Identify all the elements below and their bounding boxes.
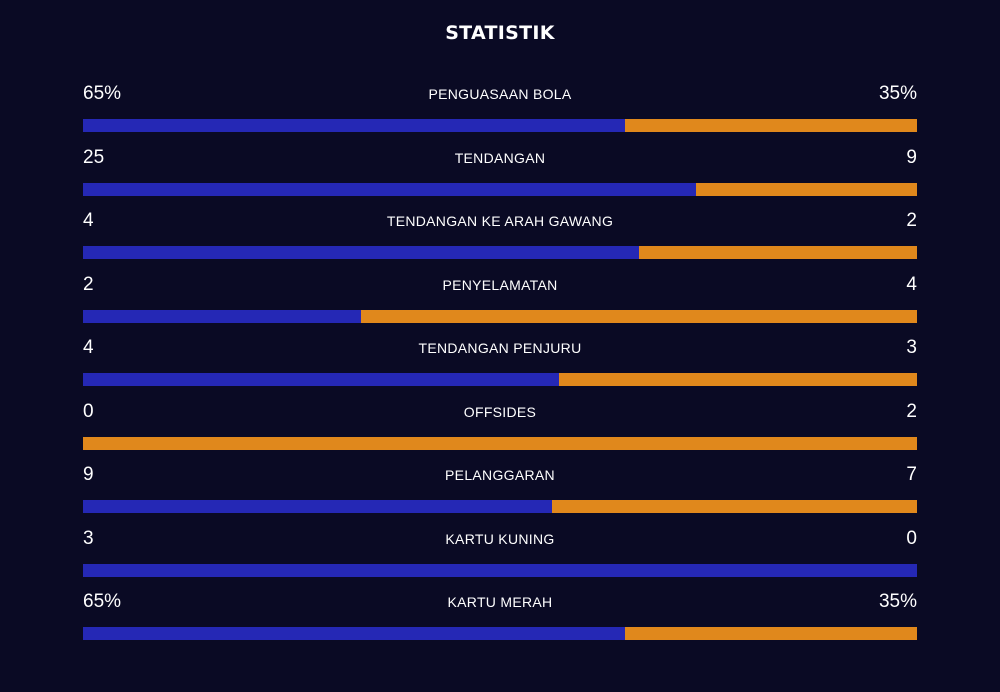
comparison-bar xyxy=(83,436,917,450)
away-value: 2 xyxy=(906,210,917,231)
home-value: 0 xyxy=(83,400,94,422)
away-value: 3 xyxy=(906,337,917,358)
home-value: 65% xyxy=(83,83,122,104)
stat-label: PENYELAMATAN xyxy=(442,276,558,293)
comparison-bar xyxy=(83,627,917,640)
away-value: 9 xyxy=(906,146,917,168)
stat-label: TENDANGAN PENJURU xyxy=(418,340,582,356)
away-bar-segment xyxy=(695,182,917,196)
away-bar-segment xyxy=(360,309,917,323)
stat-row: 65% KARTU MERAH 35% xyxy=(83,588,917,652)
comparison-bar xyxy=(83,373,917,386)
away-bar-segment xyxy=(83,436,917,450)
stat-row: 0 OFFSIDES 2 xyxy=(83,398,917,462)
stat-label: KARTU KUNING xyxy=(445,530,555,547)
home-bar-segment xyxy=(83,119,626,132)
away-value: 4 xyxy=(906,273,917,295)
comparison-bar xyxy=(83,246,917,259)
comparison-bar xyxy=(83,563,917,577)
stat-row: 2 PENYELAMATAN 4 xyxy=(83,271,917,335)
away-value: 7 xyxy=(906,464,917,485)
stat-row: 25 TENDANGAN 9 xyxy=(83,144,917,208)
stat-label: KARTU MERAH xyxy=(447,594,553,610)
away-value: 2 xyxy=(906,400,917,422)
away-bar-segment xyxy=(639,246,917,259)
away-bar-segment xyxy=(625,119,917,132)
stat-row: 3 KARTU KUNING 0 xyxy=(83,525,917,589)
home-bar-segment xyxy=(83,627,626,640)
home-value: 25 xyxy=(83,146,105,168)
home-bar-segment xyxy=(83,373,560,386)
stat-label: TENDANGAN xyxy=(454,149,546,166)
stat-label: OFFSIDES xyxy=(463,403,537,420)
stat-row: 4 TENDANGAN PENJURU 3 xyxy=(83,334,917,398)
stats-title: STATISTIK xyxy=(445,22,555,44)
home-bar-segment xyxy=(83,182,696,196)
away-bar-segment xyxy=(625,627,917,640)
away-value: 35% xyxy=(878,591,917,612)
away-value: 0 xyxy=(906,527,917,549)
away-bar-segment xyxy=(559,373,917,386)
home-bar-segment xyxy=(83,246,640,259)
home-value: 3 xyxy=(83,527,94,549)
home-value: 4 xyxy=(83,210,94,231)
away-bar-segment xyxy=(552,500,917,513)
home-bar-segment xyxy=(83,500,553,513)
stat-row: 4 TENDANGAN KE ARAH GAWANG 2 xyxy=(83,207,917,271)
comparison-bar xyxy=(83,309,917,323)
stat-label: PELANGGARAN xyxy=(445,467,555,483)
comparison-bar xyxy=(83,500,917,513)
stats-list: 65% PENGUASAAN BOLA 35% 25 TENDANGAN 9 4… xyxy=(83,80,917,652)
stat-row: 65% PENGUASAAN BOLA 35% xyxy=(83,80,917,144)
comparison-bar xyxy=(83,119,917,132)
home-value: 2 xyxy=(83,273,94,295)
away-value: 35% xyxy=(878,83,917,104)
home-value: 4 xyxy=(83,337,94,358)
stat-row: 9 PELANGGARAN 7 xyxy=(83,461,917,525)
comparison-bar xyxy=(83,182,917,196)
stat-label: PENGUASAAN BOLA xyxy=(428,86,572,102)
home-bar-segment xyxy=(83,309,361,323)
stat-label: TENDANGAN KE ARAH GAWANG xyxy=(386,213,614,229)
home-value: 65% xyxy=(83,591,122,612)
home-value: 9 xyxy=(83,464,94,485)
home-bar-segment xyxy=(83,563,917,577)
